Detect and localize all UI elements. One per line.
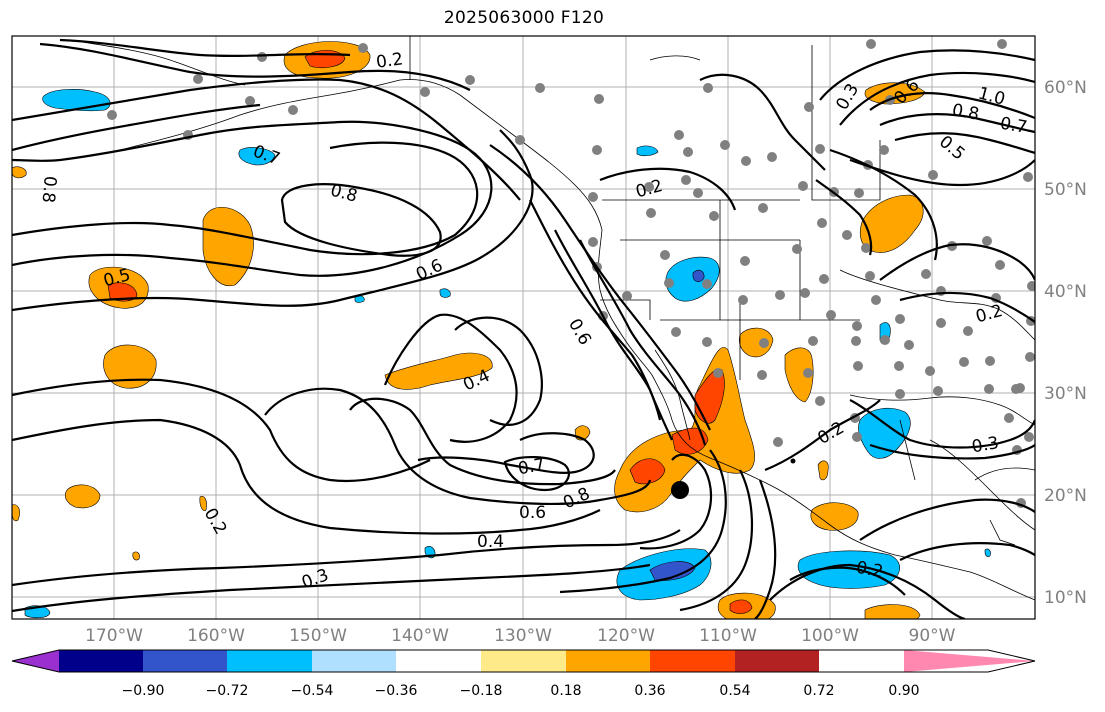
colorbar (12, 650, 1035, 672)
map-title: 2025063000 F120 (443, 8, 605, 28)
colorbar-tick-label: 0.36 (634, 683, 666, 699)
lon-label: 140°W (391, 626, 449, 646)
colorbar-tick-label: 0.72 (803, 683, 835, 699)
colorbar-segment (227, 650, 312, 672)
contour-label: 0.4 (477, 532, 504, 552)
colorbar-segment (396, 650, 481, 672)
lat-label: 10°N (1044, 588, 1087, 608)
lon-label: 100°W (801, 626, 859, 646)
colorbar-segment (59, 650, 143, 672)
contour-lines (12, 38, 1035, 619)
colorbar-tick-label: 0.90 (888, 683, 920, 699)
contour-label: 0.8 (38, 175, 60, 204)
map-frame-border (11, 35, 1036, 620)
colorbar-outline (11, 649, 1036, 673)
lon-label: 120°W (597, 626, 655, 646)
colorbar-tick-label: −0.72 (205, 683, 249, 699)
colorbar-segment (735, 650, 819, 672)
colorbar-tick-label: −0.54 (290, 683, 334, 699)
colorbar-tick-label: 0.18 (550, 683, 582, 699)
lon-label: 160°W (187, 626, 245, 646)
small-marker (790, 458, 796, 464)
station-dots (107, 39, 1035, 508)
colorbar-segment (481, 650, 566, 672)
lat-label: 60°N (1044, 78, 1087, 98)
lat-label: 50°N (1044, 180, 1087, 200)
storm-center-marker (671, 481, 689, 499)
contour-label: 0.3 (970, 433, 1000, 457)
colorbar-tick-label: −0.90 (121, 683, 165, 699)
lon-label: 170°W (85, 626, 143, 646)
lon-label: 90°W (908, 626, 956, 646)
colorbar-tick-label: −0.18 (459, 683, 503, 699)
contour-label: 0.2 (375, 49, 405, 73)
colorbar-segment (12, 650, 59, 672)
colorbar-segment (143, 650, 227, 672)
contour-label: 0.6 (519, 503, 546, 523)
lon-label: 110°W (699, 626, 757, 646)
contour-label: 0.8 (951, 100, 981, 124)
colorbar-tick-label: 0.54 (719, 683, 751, 699)
contour-label: 0.2 (855, 558, 885, 582)
lon-label: 150°W (289, 626, 347, 646)
lat-label: 20°N (1044, 486, 1087, 506)
lon-label: 130°W (494, 626, 552, 646)
colorbar-segment (650, 650, 735, 672)
contour-label: 0.7 (998, 114, 1028, 138)
colorbar-segment (566, 650, 650, 672)
coastlines (69, 36, 1035, 601)
colorbar-segment (312, 650, 396, 672)
contour-label: 0.7 (516, 455, 546, 479)
lat-label: 40°N (1044, 282, 1087, 302)
lat-label: 30°N (1044, 384, 1087, 404)
colorbar-tick-label: −0.36 (374, 683, 418, 699)
colorbar-segment (904, 650, 1035, 672)
